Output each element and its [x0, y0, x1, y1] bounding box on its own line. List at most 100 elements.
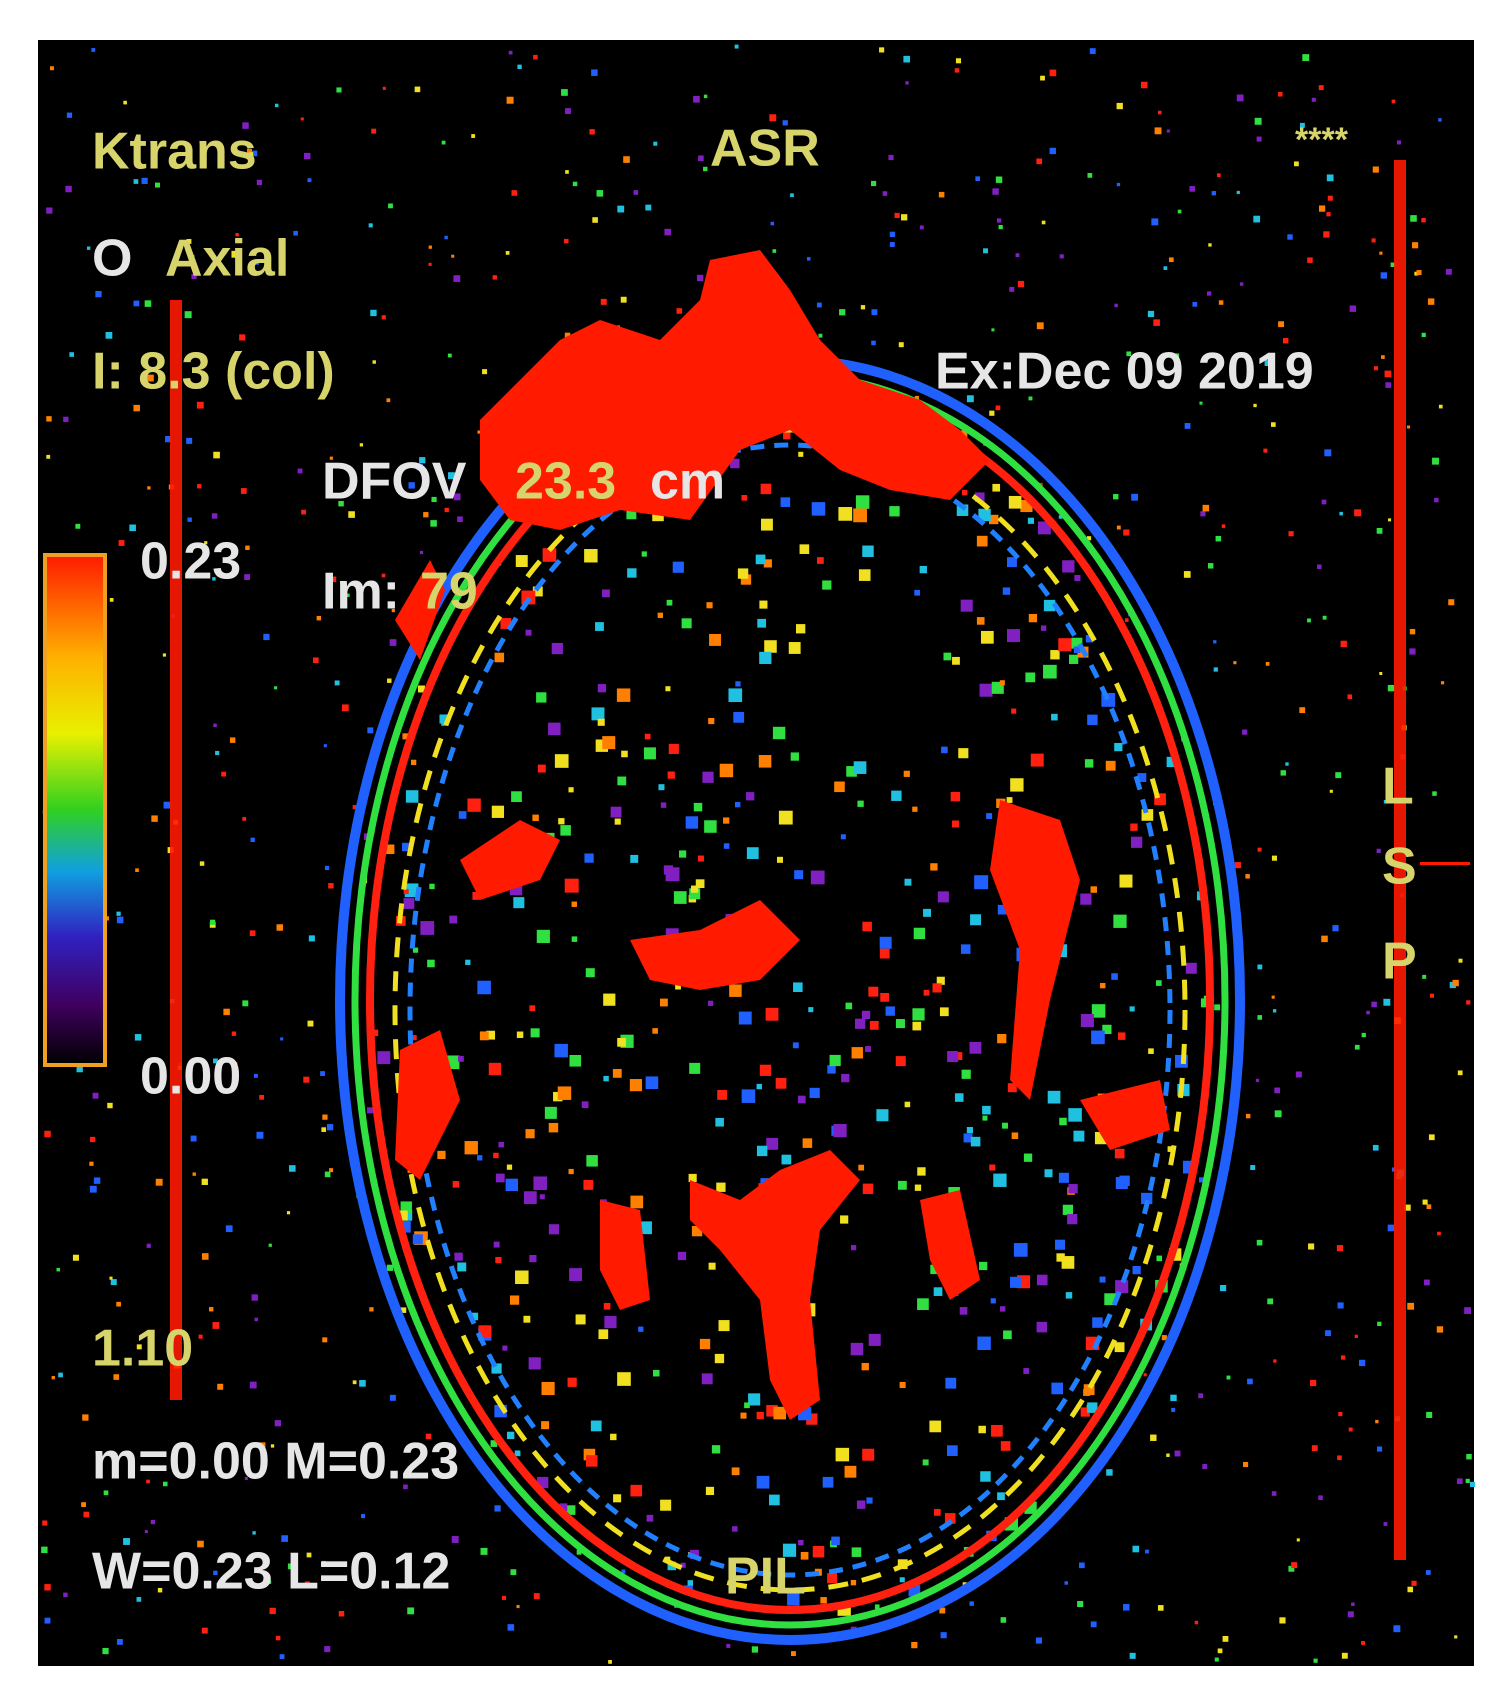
speckle-dot — [1007, 557, 1017, 568]
speckle-dot — [93, 1177, 101, 1184]
speckle-dot — [756, 1411, 764, 1420]
speckle-dot — [1062, 560, 1075, 573]
speckle-dot — [367, 1107, 374, 1114]
speckle-dot — [334, 680, 340, 686]
speckle-dot — [1069, 654, 1079, 664]
speckle-dot — [974, 492, 985, 503]
speckle-dot — [564, 332, 571, 339]
speckle-dot — [1324, 449, 1332, 457]
speckle-dot — [741, 1089, 756, 1103]
speckle-dot — [558, 818, 565, 825]
speckle-dot — [109, 1276, 113, 1280]
speckle-dot — [464, 1141, 478, 1155]
edge-line — [170, 300, 182, 1400]
speckle-dot — [861, 1362, 869, 1371]
speckle-dot — [923, 989, 930, 996]
speckle-dot — [477, 980, 491, 995]
speckle-dot — [961, 489, 968, 496]
speckle-dot — [1202, 504, 1210, 512]
speckle-dot — [665, 686, 671, 692]
speckle-dot — [614, 818, 621, 825]
speckle-dot — [1307, 618, 1311, 623]
speckle-dot — [457, 516, 463, 522]
region — [630, 900, 800, 990]
speckle-dot — [880, 993, 890, 1002]
speckle-dot — [738, 1011, 752, 1025]
speckle-dot — [989, 410, 995, 416]
speckle-dot — [523, 1191, 537, 1205]
speckle-dot — [452, 1181, 460, 1188]
speckle-dot — [1043, 664, 1057, 679]
speckle-dot — [465, 959, 471, 965]
speckle-dot — [917, 1167, 926, 1176]
speckle-dot — [818, 333, 823, 338]
speckle-dot — [548, 1122, 559, 1133]
speckle-dot — [501, 1595, 507, 1600]
dfov-value: 23.3 — [515, 453, 616, 511]
speckle-dot — [46, 454, 51, 459]
speckle-dot — [1309, 1379, 1317, 1387]
speckle-dot — [42, 1520, 48, 1526]
speckle-dot — [633, 190, 639, 195]
speckle-dot — [498, 1141, 505, 1148]
speckle-dot — [536, 929, 550, 943]
speckle-dot — [591, 69, 598, 76]
speckle-dot — [559, 1503, 568, 1512]
speckle-dot — [1150, 1434, 1157, 1441]
speckle-dot — [1317, 564, 1322, 570]
speckle-dot — [338, 1610, 345, 1617]
speckle-dot — [1280, 770, 1286, 776]
speckle-dot — [583, 1179, 594, 1190]
speckle-dot — [1338, 1411, 1343, 1417]
speckle-dot — [839, 309, 846, 316]
speckle-dot — [253, 1073, 258, 1078]
speckle-dot — [1025, 672, 1036, 683]
speckle-dot — [1211, 191, 1216, 196]
speckle-dot — [980, 630, 994, 644]
speckle-dot — [525, 1129, 535, 1139]
speckle-dot — [1010, 1276, 1022, 1288]
speckle-dot — [1111, 973, 1118, 980]
speckle-dot — [1263, 448, 1268, 453]
speckle-dot — [1348, 1427, 1353, 1432]
speckle-dot — [82, 1414, 89, 1421]
speckle-dot — [242, 122, 249, 129]
speckle-dot — [1236, 190, 1240, 195]
speckle-dot — [232, 1062, 238, 1068]
speckle-dot — [1013, 1243, 1028, 1257]
speckle-dot — [274, 103, 279, 108]
speckle-dot — [532, 586, 543, 597]
speckle-dot — [268, 1243, 272, 1247]
speckle-dot — [1264, 359, 1272, 366]
speckle-dot — [586, 1155, 598, 1167]
speckle-dot — [790, 193, 794, 198]
speckle-dot — [1257, 847, 1262, 852]
speckle-dot — [428, 245, 432, 249]
speckle-dot — [1036, 1274, 1048, 1286]
speckle-dot — [895, 1019, 905, 1029]
speckle-dot — [688, 1173, 697, 1183]
speckle-dot — [1000, 1441, 1011, 1451]
speckle-dot — [961, 1069, 971, 1079]
speckle-dot — [919, 225, 924, 230]
speckle-dot — [44, 1617, 51, 1624]
speckle-dot — [444, 235, 448, 240]
speckle-dot — [386, 1264, 394, 1271]
speckle-dot — [643, 747, 656, 760]
speckle-dot — [1002, 1122, 1008, 1129]
speckle-dot — [412, 947, 419, 953]
speckle-dot — [759, 600, 768, 609]
speckle-dot — [105, 331, 113, 339]
speckle-dot — [388, 203, 393, 209]
speckle-dot — [678, 850, 687, 858]
speckle-dot — [1123, 529, 1130, 536]
speckle-dot — [1441, 681, 1445, 685]
speckle-dot — [604, 1316, 617, 1329]
speckle-dot — [751, 1646, 759, 1653]
speckle-dot — [617, 205, 625, 213]
speckle-dot — [966, 1126, 974, 1134]
speckle-dot — [866, 1497, 873, 1504]
speckle-dot — [1023, 1368, 1030, 1374]
speckle-dot — [903, 55, 911, 63]
speckle-dot — [1426, 1204, 1432, 1210]
